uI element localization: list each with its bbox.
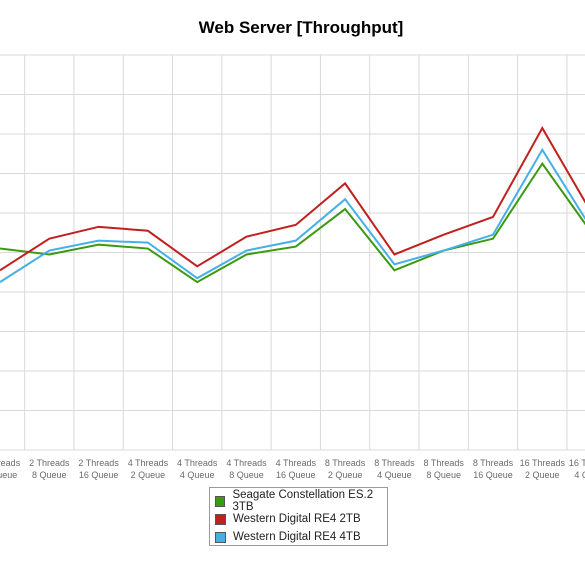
- x-tick-label: 2 Queue: [328, 470, 363, 480]
- x-tick-label: 4 Threads: [177, 458, 218, 468]
- legend-label-seagate: Seagate Constellation ES.2 3TB: [232, 489, 374, 513]
- x-tick-label: 4 Queue: [377, 470, 412, 480]
- x-tick-label: 4 Threads: [226, 458, 267, 468]
- series-line-0: [0, 161, 585, 284]
- chart-title: Web Server [Throughput]: [198, 18, 404, 37]
- legend-label-wd-4tb: Western Digital RE4 4TB: [233, 531, 361, 543]
- x-tick-label: 2 Queue: [525, 470, 560, 480]
- x-tick-label: 4 Threads: [128, 458, 169, 468]
- x-tick-label: 4 Threads: [276, 458, 317, 468]
- x-axis-tick-labels: 1 Threads 1 Queue 2 Threads 8 Queue 2 Thread…: [0, 458, 585, 480]
- series-line-2: [0, 147, 585, 283]
- x-tick-label: 8 Threads: [473, 458, 514, 468]
- x-tick-label: 16 Queue: [276, 470, 316, 480]
- x-tick-label: 16 Queue: [473, 470, 513, 480]
- legend-label-wd-2tb: Western Digital RE4 2TB: [233, 513, 361, 525]
- x-tick-label: 4 Queue: [180, 470, 215, 480]
- grid-lines: [0, 54, 585, 451]
- x-tick-label: 8 Threads: [424, 458, 465, 468]
- x-tick-label: 16 Threads: [569, 458, 585, 468]
- x-tick-label: 2 Queue: [131, 470, 166, 480]
- x-tick-label: 1 Queue: [0, 470, 17, 480]
- x-tick-label: 16 Queue: [79, 470, 119, 480]
- legend-item-seagate: Seagate Constellation ES.2 3TB: [215, 489, 387, 513]
- x-tick-label: 8 Queue: [32, 470, 67, 480]
- x-tick-label: 8 Threads: [374, 458, 415, 468]
- legend-swatch-wd-4tb: [215, 531, 226, 543]
- legend-item-wd-2tb: Western Digital RE4 2TB: [215, 510, 361, 528]
- legend: Seagate Constellation ES.2 3TB Western D…: [209, 487, 388, 546]
- x-tick-label: 16 Threads: [520, 458, 566, 468]
- x-tick-label: 2 Threads: [29, 458, 70, 468]
- series-line-1: [0, 126, 585, 272]
- x-tick-label: 8 Threads: [325, 458, 366, 468]
- x-tick-label: 8 Queue: [229, 470, 264, 480]
- x-tick-label: 4 Queue: [574, 470, 585, 480]
- series-lines: [0, 126, 585, 284]
- x-tick-label: 8 Queue: [426, 470, 461, 480]
- x-tick-label: 2 Threads: [78, 458, 119, 468]
- x-tick-label: 1 Threads: [0, 458, 21, 468]
- legend-swatch-seagate: [215, 495, 226, 507]
- legend-swatch-wd-2tb: [215, 513, 226, 525]
- legend-item-wd-4tb: Western Digital RE4 4TB: [215, 528, 361, 546]
